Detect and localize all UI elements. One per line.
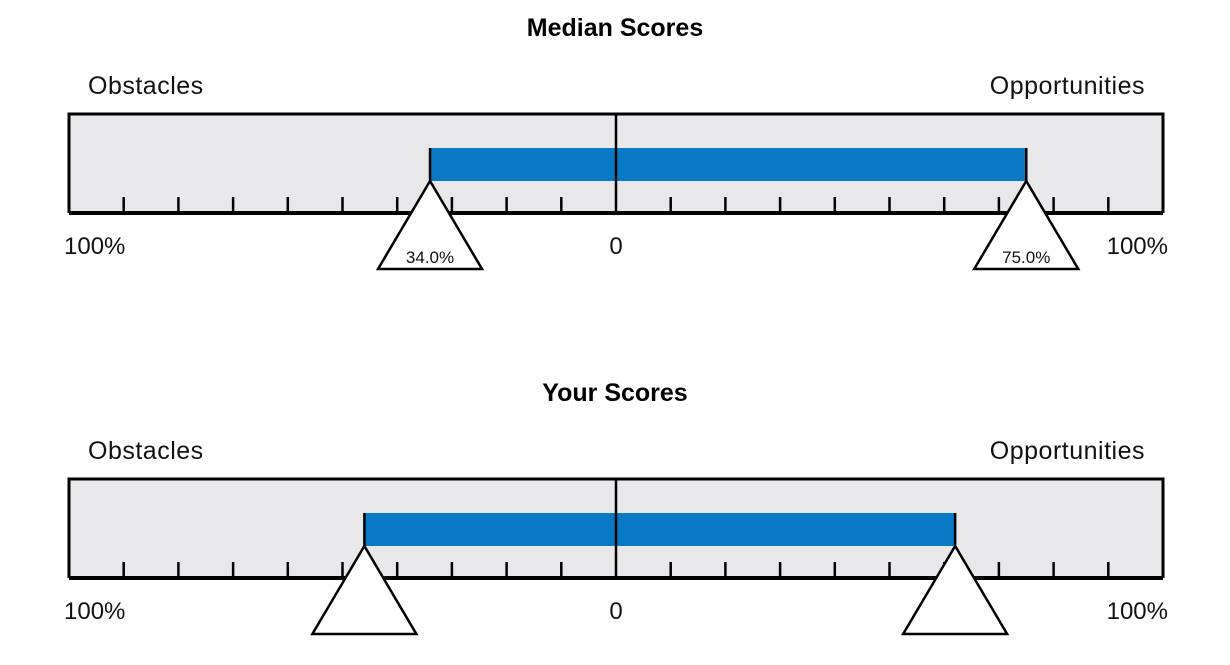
chart-title: Median Scores [526, 14, 704, 42]
opportunities-label: Opportunities [989, 437, 1145, 465]
obstacles-bar [430, 148, 616, 181]
axis-left-end-label: 100% [64, 598, 125, 625]
opportunities-marker [972, 178, 1081, 271]
obstacles-label: Obstacles [88, 437, 204, 465]
opportunities-bar [616, 148, 1027, 181]
obstacles-marker-label: 34.0% [406, 248, 454, 267]
your-scale-chart: 100% 0 100% [64, 477, 1168, 636]
axis-right-end-label: 100% [1107, 598, 1168, 625]
obstacles-marker [375, 178, 485, 271]
opportunities-label: Opportunities [989, 72, 1145, 100]
chart-title: Your Scores [542, 379, 688, 407]
axis-center-label: 0 [609, 233, 622, 260]
obstacles-bar [364, 513, 616, 546]
median-scale-chart: 34.0% 75.0% 100% 0 100% [64, 112, 1168, 271]
axis-center-label: 0 [609, 598, 622, 625]
obstacles-label: Obstacles [88, 72, 204, 100]
axis-left-end-label: 100% [64, 233, 125, 260]
opportunities-bar [616, 513, 956, 546]
axis-right-end-label: 100% [1107, 233, 1168, 260]
opportunities-marker-label: 75.0% [1002, 248, 1050, 267]
